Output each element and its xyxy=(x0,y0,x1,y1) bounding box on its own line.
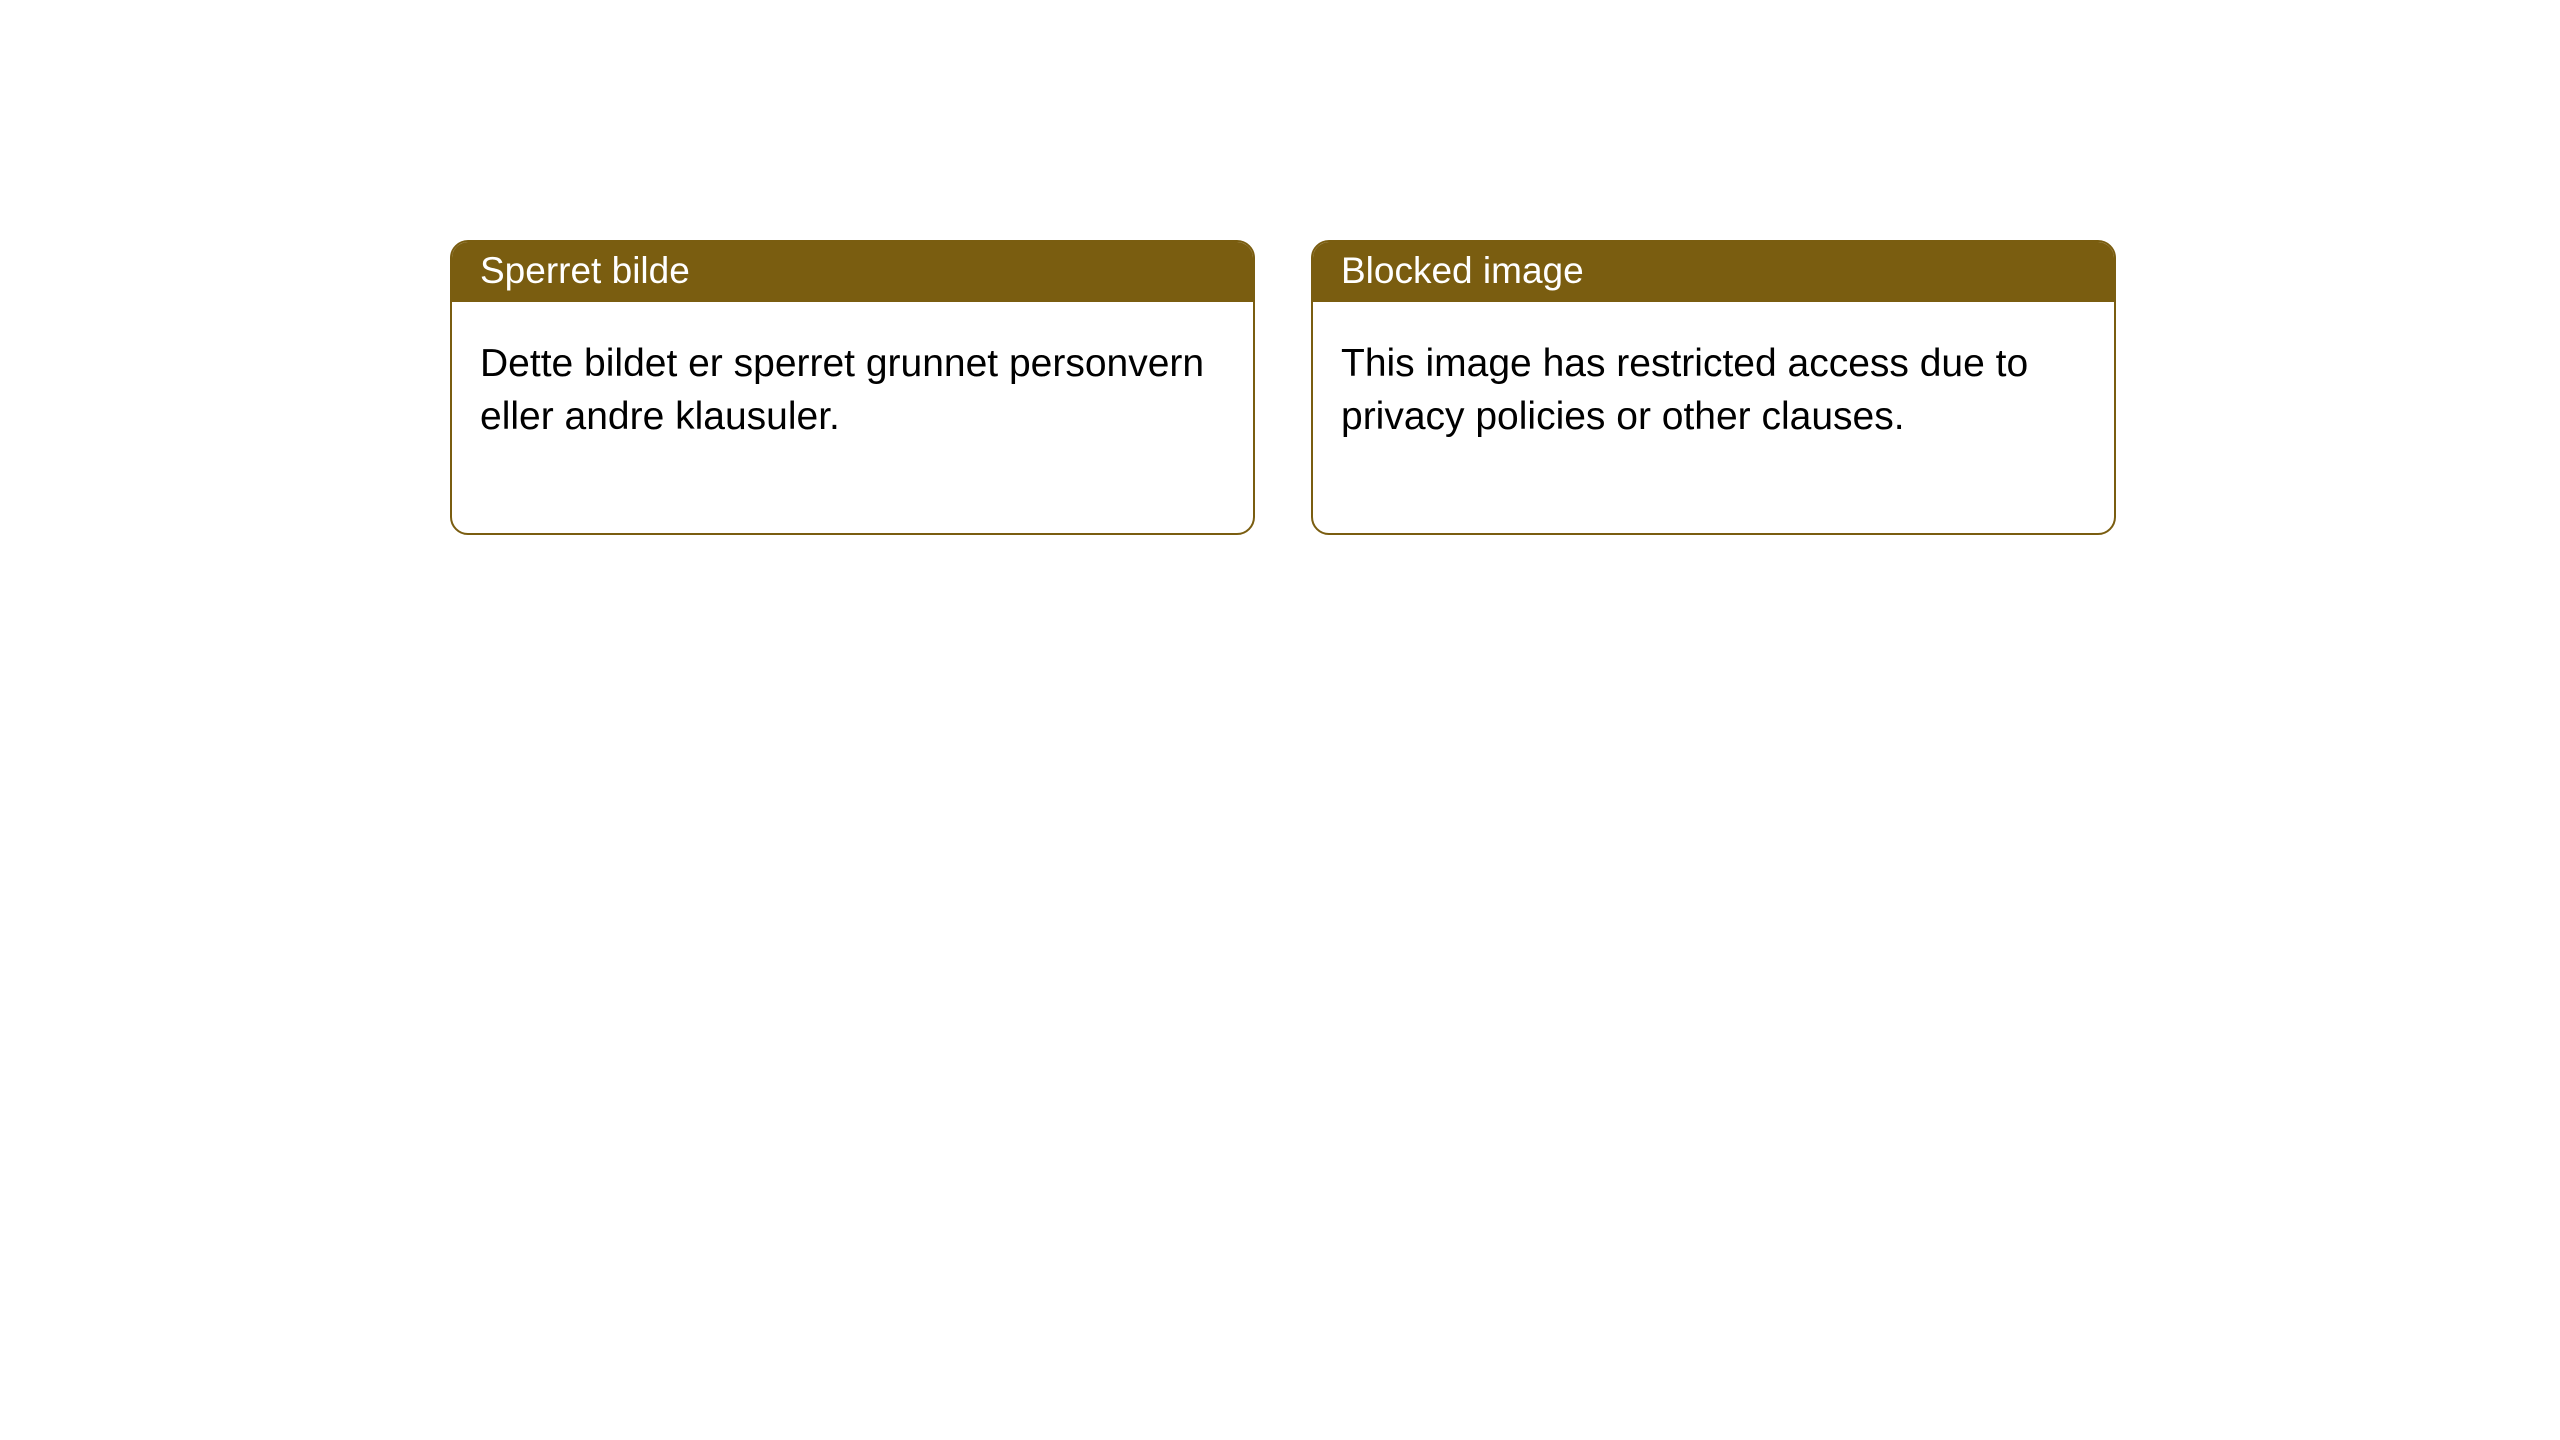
card-title: Sperret bilde xyxy=(480,250,690,291)
card-header: Blocked image xyxy=(1313,242,2114,302)
card-body: This image has restricted access due to … xyxy=(1313,302,2114,533)
notice-container: Sperret bilde Dette bildet er sperret gr… xyxy=(450,240,2116,535)
notice-card-norwegian: Sperret bilde Dette bildet er sperret gr… xyxy=(450,240,1255,535)
card-title: Blocked image xyxy=(1341,250,1584,291)
card-body-text: This image has restricted access due to … xyxy=(1341,342,2028,438)
card-body-text: Dette bildet er sperret grunnet personve… xyxy=(480,342,1204,438)
card-header: Sperret bilde xyxy=(452,242,1253,302)
card-body: Dette bildet er sperret grunnet personve… xyxy=(452,302,1253,533)
notice-card-english: Blocked image This image has restricted … xyxy=(1311,240,2116,535)
